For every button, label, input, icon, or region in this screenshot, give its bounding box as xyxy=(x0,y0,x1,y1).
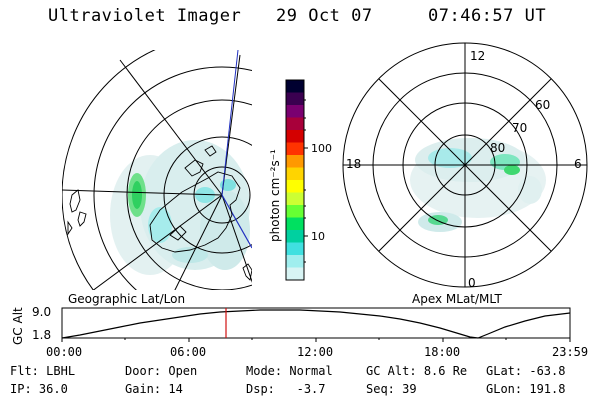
geo-coastlines xyxy=(67,145,252,281)
altitude-ytick-1-8: 1.8 xyxy=(32,328,51,342)
polar-lat-70: 70 xyxy=(512,121,527,135)
status-dsp: Dsp: -3.7 xyxy=(246,382,326,396)
status-ip: IP: 36.0 xyxy=(10,382,68,396)
status-gc-alt: GC Alt: 8.6 Re xyxy=(366,364,468,378)
apex-polar-map: 12 18 6 0 60 70 80 xyxy=(342,42,588,290)
colorbar-segment xyxy=(286,242,304,256)
geo-latitude-circles xyxy=(62,50,252,290)
altitude-ylabel: GC Alt xyxy=(11,307,25,345)
polar-clock-18: 18 xyxy=(346,157,361,171)
geo-dateline xyxy=(221,50,239,196)
status-flt: Flt: LBHL xyxy=(10,364,76,378)
colorbar-segment xyxy=(286,180,304,193)
app-title: Ultraviolet Imager xyxy=(48,6,242,26)
status-mode: Mode: Normal xyxy=(246,364,333,378)
colorbar-segment xyxy=(286,167,304,181)
altitude-xtick-0600: 06:00 xyxy=(170,345,207,359)
altitude-xtick-2359: 23:59 xyxy=(552,345,589,359)
colorbar-segment xyxy=(286,92,304,106)
colorbar-segment xyxy=(286,267,304,281)
geo-aurora-emission xyxy=(110,140,250,275)
header-date: 29 Oct 07 xyxy=(276,6,373,26)
altitude-curve xyxy=(61,309,571,339)
status-seq: Seq: 39 xyxy=(366,382,417,396)
colorbar-segment xyxy=(286,80,304,93)
altitude-plot: GC Alt 9.0 1.8 xyxy=(11,305,571,345)
colorbar-segment xyxy=(286,105,304,118)
polar-clock-0: 0 xyxy=(468,276,476,290)
colorbar-tick-100: 100 xyxy=(311,142,332,155)
polar-clock-6: 6 xyxy=(574,157,582,171)
header-time: 07:46:57 UT xyxy=(428,6,547,26)
geo-terminator-line xyxy=(221,194,252,249)
polar-clock-12: 12 xyxy=(470,49,485,63)
colorbar-segment xyxy=(286,142,304,156)
geographic-map xyxy=(62,50,252,290)
polar-map-label: Apex MLat/MLT xyxy=(412,292,502,306)
geo-meridians xyxy=(62,54,252,290)
colorbar-tick-10: 10 xyxy=(311,230,325,243)
altitude-xtick-1200: 12:00 xyxy=(297,345,334,359)
status-glon: GLon: 191.8 xyxy=(486,382,566,396)
colorbar-unit-label: photon cm⁻²s⁻¹ xyxy=(268,149,282,242)
altitude-ytick-9: 9.0 xyxy=(32,305,51,319)
polar-grid xyxy=(342,42,588,288)
colorbar-segment xyxy=(286,117,304,131)
status-door: Door: Open xyxy=(125,364,198,378)
colorbar-segment xyxy=(286,130,304,143)
polar-lat-80: 80 xyxy=(490,141,505,155)
colorbar: 100 10 photon cm⁻²s⁻¹ xyxy=(268,79,332,281)
colorbar-segment xyxy=(286,217,304,231)
colorbar-segment xyxy=(286,230,304,243)
colorbar-segment xyxy=(286,155,304,168)
altitude-x-ticks xyxy=(61,338,571,342)
colorbar-segment xyxy=(286,255,304,268)
colorbar-segment xyxy=(286,205,304,218)
geo-map-label: Geographic Lat/Lon xyxy=(68,292,185,306)
status-gain: Gain: 14 xyxy=(125,382,183,396)
status-glat: GLat: -63.8 xyxy=(486,364,566,378)
colorbar-segment xyxy=(286,192,304,206)
colorbar-ticks xyxy=(304,99,308,263)
altitude-xtick-0000: 00:00 xyxy=(46,345,83,359)
colorbar-frame xyxy=(285,79,305,281)
altitude-xtick-1800: 18:00 xyxy=(424,345,461,359)
polar-lat-60: 60 xyxy=(535,98,550,112)
